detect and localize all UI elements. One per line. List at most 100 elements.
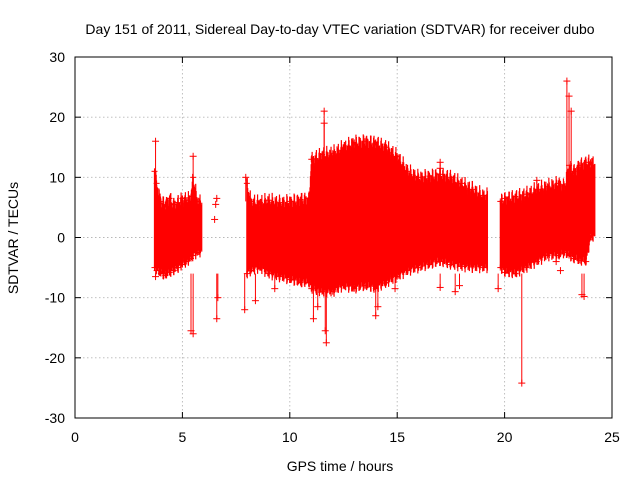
data-point [555,180,562,187]
data-point [297,279,304,286]
data-point [308,156,315,163]
data-point [587,234,594,241]
data-point [458,180,465,187]
data-point [480,264,487,271]
data-point [404,168,411,175]
spike-point [374,303,382,311]
spike-point [241,306,249,314]
data-point [351,139,358,146]
data-point [555,252,562,259]
data-point [469,263,476,270]
data-point [329,288,336,295]
spike-point [212,200,220,208]
spike-point [322,339,330,347]
data-point [561,249,568,256]
x-tick-label: 15 [389,429,405,445]
data-point [248,267,255,274]
spike-point [189,152,197,160]
data-point [248,198,255,205]
spike-point [552,258,560,266]
data-point [512,270,519,277]
data-point [361,282,368,289]
x-tick-label: 20 [497,429,513,445]
data-point [501,195,508,202]
data-point [340,282,347,289]
spike-point [211,215,219,223]
data-point [183,258,190,265]
data-point [570,255,577,262]
spike-point [242,173,250,181]
data-layer [151,77,596,387]
data-point [512,193,519,200]
spike-point [533,176,541,184]
spike-point [580,292,588,300]
data-point [437,258,444,265]
data-point [480,192,487,199]
spike-point [275,203,283,211]
data-point [157,198,164,205]
data-point [426,261,433,268]
data-point [404,267,411,274]
spike-point [309,315,317,323]
y-tick-label: 10 [49,169,65,185]
data-point [351,285,358,292]
data-point [256,264,263,271]
spike-point [314,303,322,311]
y-tick-label: -10 [45,290,65,306]
data-point [576,162,583,169]
data-point [276,273,283,280]
data-point [286,276,293,283]
data-point [319,288,326,295]
spike-point [321,327,329,335]
data-point [501,269,508,276]
data-point [426,173,433,180]
x-tick-label: 10 [282,429,298,445]
spike-point [213,194,221,202]
spike-point [436,158,444,166]
spike-point [320,107,328,115]
data-point [306,279,313,286]
data-point [190,252,197,259]
data-point [458,263,465,270]
data-point [286,198,293,205]
spike-point [372,312,380,320]
data-point [157,270,164,277]
data-point [544,252,551,259]
data-point [383,144,390,151]
spike-point [494,285,502,293]
x-tick-label: 0 [71,429,79,445]
spike-point [565,92,573,100]
data-point [166,269,173,276]
spike-point [518,379,526,387]
x-tick-label: 25 [604,429,620,445]
spike-point [187,327,195,335]
data-point [394,153,401,160]
spike-point [320,119,328,127]
y-tick-label: -20 [45,350,65,366]
y-tick-label: 20 [49,109,65,125]
data-point [447,174,454,181]
data-point [415,174,422,181]
spike-point [152,137,160,145]
data-point [179,195,186,202]
data-point [361,138,368,145]
spike-point [214,294,222,302]
data-point [151,168,158,175]
x-tick-label: 5 [179,429,187,445]
spike-point [213,315,221,323]
data-point [194,249,201,256]
data-point [175,264,182,271]
data-point [523,191,530,198]
data-point [153,267,160,274]
y-tick-label: 0 [57,230,65,246]
spike-point [251,297,259,305]
data-point [447,261,454,268]
data-point [329,150,336,157]
data-point [576,257,583,264]
data-point [153,180,160,187]
spike-point [152,273,160,281]
data-point [175,199,182,206]
data-point [256,199,263,206]
